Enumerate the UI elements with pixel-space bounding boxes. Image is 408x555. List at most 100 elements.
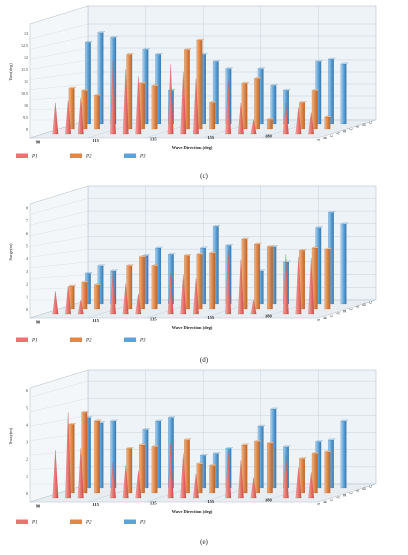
gridline-side xyxy=(29,210,89,226)
bar-p2-180-B-top xyxy=(311,89,320,91)
y-tick-label: 7 xyxy=(26,218,28,223)
bar-p3-90-B-top xyxy=(97,31,106,33)
bar-p3-90-C-top xyxy=(110,269,118,271)
bar-p2-90-B-top xyxy=(81,411,89,413)
bar-p3-180-A-top xyxy=(315,226,323,228)
bar-p3-90-C-top xyxy=(110,419,118,422)
bar-p2-180-C-top xyxy=(324,450,332,452)
bar-p1-180-C xyxy=(308,112,315,135)
sub-label: B xyxy=(324,500,328,503)
legend-swatch-p1 xyxy=(16,153,28,158)
legend-label: P2 xyxy=(85,155,92,160)
bar-p2-90-A-top xyxy=(68,284,77,287)
bar-p1-135-A xyxy=(167,273,174,315)
sub-label: B xyxy=(324,316,328,319)
sub-label: A xyxy=(356,489,360,492)
legend-swatch-p1 xyxy=(16,519,28,524)
gridline-side xyxy=(29,71,89,80)
bar-p2-155-B-top xyxy=(254,242,262,245)
bar-p2-115-C xyxy=(151,446,158,494)
y-tick-label: 12.5 xyxy=(21,43,28,48)
bar-p3-135-B-top xyxy=(212,225,221,227)
bar-p2-155-A-top xyxy=(241,82,250,84)
legend-swatch-p2 xyxy=(70,153,82,158)
y-axis-label: Yaw(deg) xyxy=(8,63,13,81)
bar-p2-115-B-top xyxy=(138,82,147,84)
sub-label: B xyxy=(363,303,367,306)
bar-p1-180-B xyxy=(295,107,302,135)
y-tick-label: 1 xyxy=(26,474,28,479)
bar-p1-155-C xyxy=(250,119,257,135)
sub-label: A xyxy=(337,496,341,499)
bar-p2-180-B xyxy=(311,90,318,130)
bar-p1-135-B xyxy=(180,71,187,135)
sub-label: C xyxy=(330,314,334,317)
legend-swatch-p3 xyxy=(124,519,136,524)
category-divider-floor xyxy=(145,119,204,139)
legend-label: P1 xyxy=(31,521,38,526)
category-label: 155 xyxy=(207,135,215,140)
category-label: 115 xyxy=(92,138,99,143)
bar-p3-155-C-top xyxy=(283,89,291,91)
category-divider-floor xyxy=(260,299,319,319)
bar-p2-155-C xyxy=(266,443,273,494)
bar-p2-115-C-top xyxy=(151,445,160,447)
gridline-side xyxy=(29,59,89,70)
bar-p3-135-A-top xyxy=(200,246,208,249)
left-wall xyxy=(29,185,89,319)
bar-p2-90-C-top xyxy=(94,94,102,96)
category-label: 155 xyxy=(207,315,215,320)
gridline-side xyxy=(29,95,89,100)
gridline-side xyxy=(29,107,89,111)
category-divider-floor xyxy=(87,299,146,319)
gridline-side xyxy=(29,47,89,60)
bar-p2-115-B-top xyxy=(138,443,147,446)
sub-label: B xyxy=(343,129,347,132)
bar-p3-180-B xyxy=(328,59,334,125)
category-divider-floor xyxy=(145,299,204,319)
bar-p1-155-C xyxy=(250,300,257,315)
bar-p1-115-C xyxy=(135,293,142,315)
bar-p2-135-A-top xyxy=(183,438,192,440)
legend-label: P3 xyxy=(139,155,146,160)
bar-p3-180-C-top xyxy=(340,62,349,65)
bar-p1-155-A xyxy=(225,81,232,135)
gridline-side xyxy=(29,274,89,279)
legend-label: P2 xyxy=(85,339,92,344)
bar-p2-155-B-top xyxy=(254,440,262,442)
bar-p2-135-B-top xyxy=(196,38,205,41)
x-axis-label: Wave Direction (deg) xyxy=(172,145,213,150)
bar-p1-135-C xyxy=(193,278,199,315)
bar-p2-135-C-top xyxy=(209,464,217,466)
legend-label: P1 xyxy=(31,339,38,344)
bar-p2-90-C-top xyxy=(94,419,102,422)
category-label: 90 xyxy=(36,320,41,325)
category-label: 135 xyxy=(150,501,158,506)
gridline-side xyxy=(29,466,89,470)
bar-p1-115-B xyxy=(122,465,129,499)
y-tick-label: 11 xyxy=(24,79,28,84)
sub-label: C xyxy=(350,307,354,310)
sub-label: A xyxy=(356,125,360,128)
legend-swatch-p2 xyxy=(70,337,82,342)
bar-p1-135-A xyxy=(167,64,174,135)
bar-p3-180-C xyxy=(340,223,347,305)
bar-p3-180-C xyxy=(340,421,347,489)
bar-p2-180-C xyxy=(324,116,331,130)
y-tick-label: 4 xyxy=(26,256,28,261)
bar-p3-155-A-top xyxy=(257,67,266,69)
bar-p2-180-C xyxy=(324,451,331,494)
bar-p3-135-B-top xyxy=(212,60,221,62)
sub-label: A xyxy=(337,312,341,315)
sub-label: A xyxy=(337,132,341,135)
y-tick-label: 4 xyxy=(26,422,28,427)
sub-label: A xyxy=(317,502,321,505)
bar-p1-115-B xyxy=(122,69,129,135)
bar-p1-90-C xyxy=(77,300,84,315)
x-axis-label: Wave Direction (deg) xyxy=(172,509,213,514)
category-label: 155 xyxy=(207,499,215,504)
y-tick-label: 8 xyxy=(26,205,28,210)
bar-p1-155-B xyxy=(238,259,244,315)
y-tick-label: 12 xyxy=(24,55,28,60)
bar-p2-180-B-top xyxy=(311,452,320,454)
